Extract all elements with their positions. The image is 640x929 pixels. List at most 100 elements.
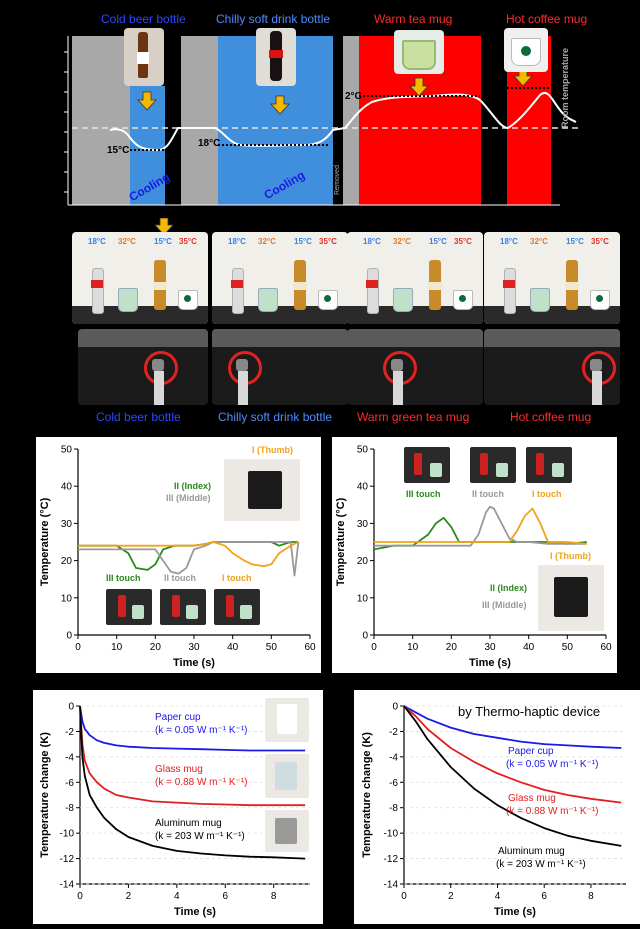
- annot-i-touch: I touch: [222, 573, 252, 583]
- x-tick-label: 60: [600, 642, 612, 653]
- tile-temp-label: 35°C: [591, 237, 609, 246]
- x-tick-label: 4: [174, 891, 180, 902]
- chart-right-panel: 0 10 20 30 40 50 60 0 10 20 30 40 50 Time (s) Temperat…: [332, 437, 617, 673]
- touch-photo: [526, 447, 572, 483]
- label-warm-tea: Warm tea mug: [374, 12, 453, 26]
- arrow-down-icon: [154, 218, 174, 236]
- touch-photo: [214, 589, 260, 625]
- y-tick-label: 0: [68, 702, 74, 713]
- touch-mug: [430, 463, 442, 477]
- y-axis-label: Temperature (°C): [335, 497, 347, 586]
- y-tick-label: 40: [357, 482, 369, 493]
- annot-removed: Removed: [334, 165, 341, 195]
- x-tick-label: 0: [77, 891, 83, 902]
- tile-temp-label: 35°C: [179, 237, 197, 246]
- tile-temp-label: 32°C: [258, 237, 276, 246]
- x-tick-label: 50: [562, 642, 574, 653]
- label-conductivity: (k = 0.05 W m⁻¹ K⁻¹): [155, 725, 248, 736]
- annot-i-touch: I touch: [532, 489, 562, 499]
- y-tick-label: -8: [389, 803, 398, 814]
- tea-mug-photo: [394, 30, 444, 74]
- series-line-iii-middle-: [374, 505, 587, 547]
- y-tick-label: -2: [389, 727, 398, 738]
- legend-thumb: I (Thumb): [550, 551, 591, 561]
- annot-iii-touch: III touch: [406, 489, 441, 499]
- y-tick-label: 0: [66, 631, 72, 642]
- x-tick-label: 0: [401, 891, 407, 902]
- label-material: Aluminum mug: [498, 846, 565, 857]
- legend-middle: III (Middle): [482, 600, 527, 610]
- glove-shape: [248, 471, 282, 509]
- legend-index: II (Index): [490, 583, 527, 593]
- x-tick-label: 20: [150, 642, 162, 653]
- label-conductivity: (k = 203 W m⁻¹ K⁻¹): [496, 859, 586, 870]
- x-axis-label: Time (s): [173, 657, 215, 669]
- x-tick-label: 6: [222, 891, 228, 902]
- y-tick-label: -2: [65, 727, 74, 738]
- annot-ii-touch: II touch: [472, 489, 504, 499]
- coffee-mug-photo: [504, 28, 548, 72]
- y-tick-label: 40: [61, 482, 73, 493]
- tile-temp-label: 35°C: [454, 237, 472, 246]
- y-tick-label: 10: [61, 593, 73, 604]
- touch-bottle: [480, 453, 488, 475]
- x-tick-label: 40: [227, 642, 239, 653]
- label-hot-coffee: Hot coffee mug: [506, 12, 588, 26]
- touch-photo: [470, 447, 516, 483]
- tile-temp-label: 18°C: [228, 237, 246, 246]
- series-line-iii-middle-: [78, 541, 300, 577]
- tile-temp-label: 32°C: [393, 237, 411, 246]
- chart-subtitle: by Thermo-haptic device: [458, 704, 600, 719]
- band-black-1: [165, 36, 181, 205]
- series-line-glass-mug: [79, 705, 306, 807]
- chart-bottom-left-svg: 0 2 4 6 8 0 -2 -4 -6 -8 -10 -12 -14 Time (s) Temperatu…: [39, 698, 310, 918]
- x-tick-label: 8: [588, 891, 594, 902]
- series-line-aluminum-mug: [79, 705, 306, 860]
- glove-touch-photo: [347, 329, 483, 405]
- chart-bottom-right-svg: 0 2 4 6 8 0 -2 -4 -6 -8 -10 -12 -14 Time (s) Temperatu…: [361, 702, 626, 918]
- series-line-i-thumb-: [78, 541, 299, 568]
- x-tick-label: 10: [111, 642, 123, 653]
- touch-bottle: [414, 453, 422, 475]
- aluminum-mug-shape: [275, 818, 297, 844]
- x-axis-label: Time (s): [469, 657, 511, 669]
- band-black-2: [333, 36, 343, 205]
- y-tick-label: -10: [384, 829, 399, 840]
- series-line-aluminum-mug: [403, 705, 622, 847]
- caption-warm-tea: Warm green tea mug: [357, 410, 470, 424]
- y-tick-label: -14: [384, 880, 399, 891]
- touch-photo: [106, 589, 152, 625]
- touch-mug: [496, 463, 508, 477]
- band-gray-2: [181, 36, 218, 205]
- touch-mug: [552, 463, 564, 477]
- y-tick-label: -4: [65, 752, 74, 763]
- y-tick-label: 0: [362, 631, 368, 642]
- label-conductivity: (k = 0.88 W m⁻¹ K⁻¹): [155, 777, 248, 788]
- chart-bottom-right-panel: 0 2 4 6 8 0 -2 -4 -6 -8 -10 -12 -14 Time (s) Temperatu…: [354, 690, 640, 924]
- y-tick-label: -6: [389, 778, 398, 789]
- annot-beer-temp: 15°C: [107, 145, 130, 156]
- y-axis-label: Temperature change (K): [361, 732, 373, 858]
- x-tick-label: 60: [304, 642, 316, 653]
- label-cold-beer: Cold beer bottle: [101, 12, 186, 26]
- tile-temp-label: 18°C: [500, 237, 518, 246]
- label-chilly-drink: Chilly soft drink bottle: [216, 12, 331, 26]
- timeline-ticks: [64, 51, 68, 193]
- legend-thumb: I (Thumb): [252, 445, 293, 455]
- tile-temp-label: 15°C: [154, 237, 172, 246]
- touch-mug: [186, 605, 198, 619]
- y-tick-label: 20: [357, 556, 369, 567]
- arrow-down-icon: [270, 95, 290, 115]
- y-tick-label: 20: [61, 556, 73, 567]
- glove-shape: [554, 577, 588, 617]
- touch-mug: [132, 605, 144, 619]
- legend-index: II (Index): [174, 481, 211, 491]
- object-setup-tile: [484, 232, 620, 324]
- label-conductivity: (k = 203 W m⁻¹ K⁻¹): [155, 831, 245, 842]
- label-material: Glass mug: [155, 764, 203, 775]
- y-tick-label: -8: [65, 803, 74, 814]
- x-axis-label: Time (s): [174, 906, 216, 918]
- series-line-i-thumb-: [374, 507, 587, 545]
- temperature-trace: [109, 91, 577, 152]
- label-conductivity: (k = 0.05 W m⁻¹ K⁻¹): [506, 759, 599, 770]
